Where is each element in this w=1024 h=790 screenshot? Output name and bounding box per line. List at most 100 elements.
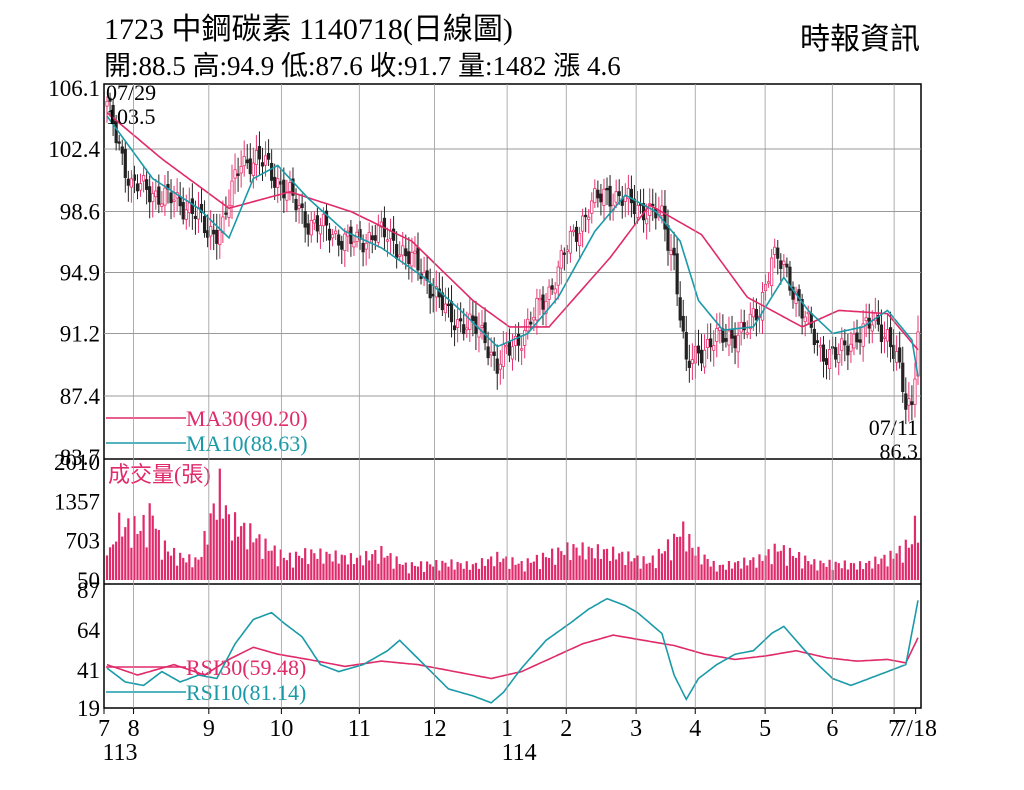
volume-bar	[429, 564, 432, 580]
candle-body	[803, 316, 807, 323]
candle-body	[370, 235, 374, 240]
volume-bar	[895, 553, 898, 580]
volume-bar	[395, 556, 398, 580]
volume-bar	[252, 542, 255, 580]
volume-bar	[584, 559, 587, 580]
volume-bar	[508, 568, 511, 580]
volume-bar	[176, 565, 179, 580]
candle-body	[218, 229, 222, 245]
volume-bar	[291, 567, 295, 580]
volume-bar	[849, 562, 853, 580]
candle-body	[571, 229, 576, 233]
volume-bar	[511, 557, 514, 580]
volume-bar	[261, 558, 264, 580]
volume-title: 成交量(張)	[108, 462, 211, 487]
candle-body	[885, 329, 890, 342]
volume-bar	[773, 543, 776, 580]
low-annotation-value: 86.3	[880, 439, 919, 464]
volume-bar	[246, 549, 249, 580]
volume-bar	[605, 548, 609, 580]
volume-bar	[779, 550, 782, 580]
candle-body	[452, 325, 457, 331]
volume-bar	[124, 527, 127, 580]
volume-series	[105, 468, 920, 580]
candle-body	[794, 291, 798, 304]
high-annotation-date: 07/29	[106, 80, 156, 105]
volume-bar	[706, 558, 709, 580]
candle-body	[837, 354, 841, 363]
volume-bar	[240, 526, 243, 580]
volume-bar	[380, 546, 383, 580]
volume-bar	[901, 562, 904, 580]
volume-bar	[243, 522, 246, 580]
volume-bar	[398, 564, 401, 580]
volume-bar	[237, 536, 240, 580]
month-tick-label: 7	[98, 716, 110, 742]
candle-body	[212, 229, 216, 235]
volume-bar	[813, 559, 816, 580]
candle-body	[663, 205, 667, 230]
chart-title: 1723 中鋼碳素 1140718(日線圖)	[104, 13, 513, 46]
candle-body	[321, 213, 326, 227]
candle-body	[651, 203, 655, 207]
volume-bar	[651, 555, 654, 580]
volume-bar	[267, 550, 270, 580]
volume-bar	[697, 546, 700, 580]
volume-bar	[474, 562, 478, 580]
volume-bar	[465, 561, 468, 580]
candle-body	[593, 188, 597, 204]
candle-body	[523, 330, 527, 346]
volume-bar	[221, 518, 224, 580]
volume-bar	[523, 571, 526, 580]
volume-bar	[852, 563, 856, 580]
candle-body	[273, 176, 277, 188]
candle-body	[340, 240, 344, 250]
candle-body	[492, 351, 496, 357]
candle-body	[690, 359, 694, 364]
candle-body	[535, 298, 539, 321]
candle-body	[791, 286, 795, 300]
candle-body	[702, 349, 707, 368]
volume-bar	[392, 568, 395, 580]
volume-bar	[355, 557, 359, 580]
candle-body	[821, 344, 826, 362]
price-tick-label: 94.9	[60, 261, 100, 286]
candle-body	[541, 294, 545, 310]
candle-body	[117, 141, 121, 144]
volume-bar	[648, 562, 651, 580]
volume-tick-label: 2010	[54, 450, 100, 475]
candle-body	[898, 347, 902, 363]
volume-bar	[435, 559, 438, 580]
volume-bar	[846, 569, 849, 580]
volume-bar	[599, 558, 603, 580]
candle-body	[544, 300, 548, 314]
volume-bar	[483, 565, 487, 580]
volume-bar	[764, 555, 767, 580]
volume-bar	[346, 564, 349, 580]
candle-body	[602, 188, 606, 206]
volume-bar	[608, 560, 612, 580]
volume-bar	[230, 540, 234, 580]
candle-body	[870, 324, 874, 332]
candle-body	[532, 316, 536, 321]
volume-bar	[264, 538, 267, 580]
candle-body	[684, 332, 688, 360]
candle-body	[291, 178, 295, 196]
volume-bar	[868, 560, 871, 580]
month-tick-label: 3	[630, 716, 642, 742]
volume-bar	[358, 555, 362, 580]
year-tick-label: 113	[102, 740, 137, 766]
candle-body	[824, 358, 829, 365]
candle-body	[556, 266, 560, 286]
month-tick-label: 10	[269, 716, 293, 742]
volume-bar	[444, 562, 447, 580]
candle-body	[303, 211, 307, 228]
candle-body	[300, 203, 304, 208]
volume-bar	[487, 559, 490, 580]
volume-bar	[413, 565, 417, 580]
volume-bar	[709, 566, 712, 580]
candle-body	[617, 191, 621, 197]
candle-body	[849, 343, 853, 352]
volume-bar	[618, 553, 621, 580]
candle-body	[501, 344, 505, 367]
